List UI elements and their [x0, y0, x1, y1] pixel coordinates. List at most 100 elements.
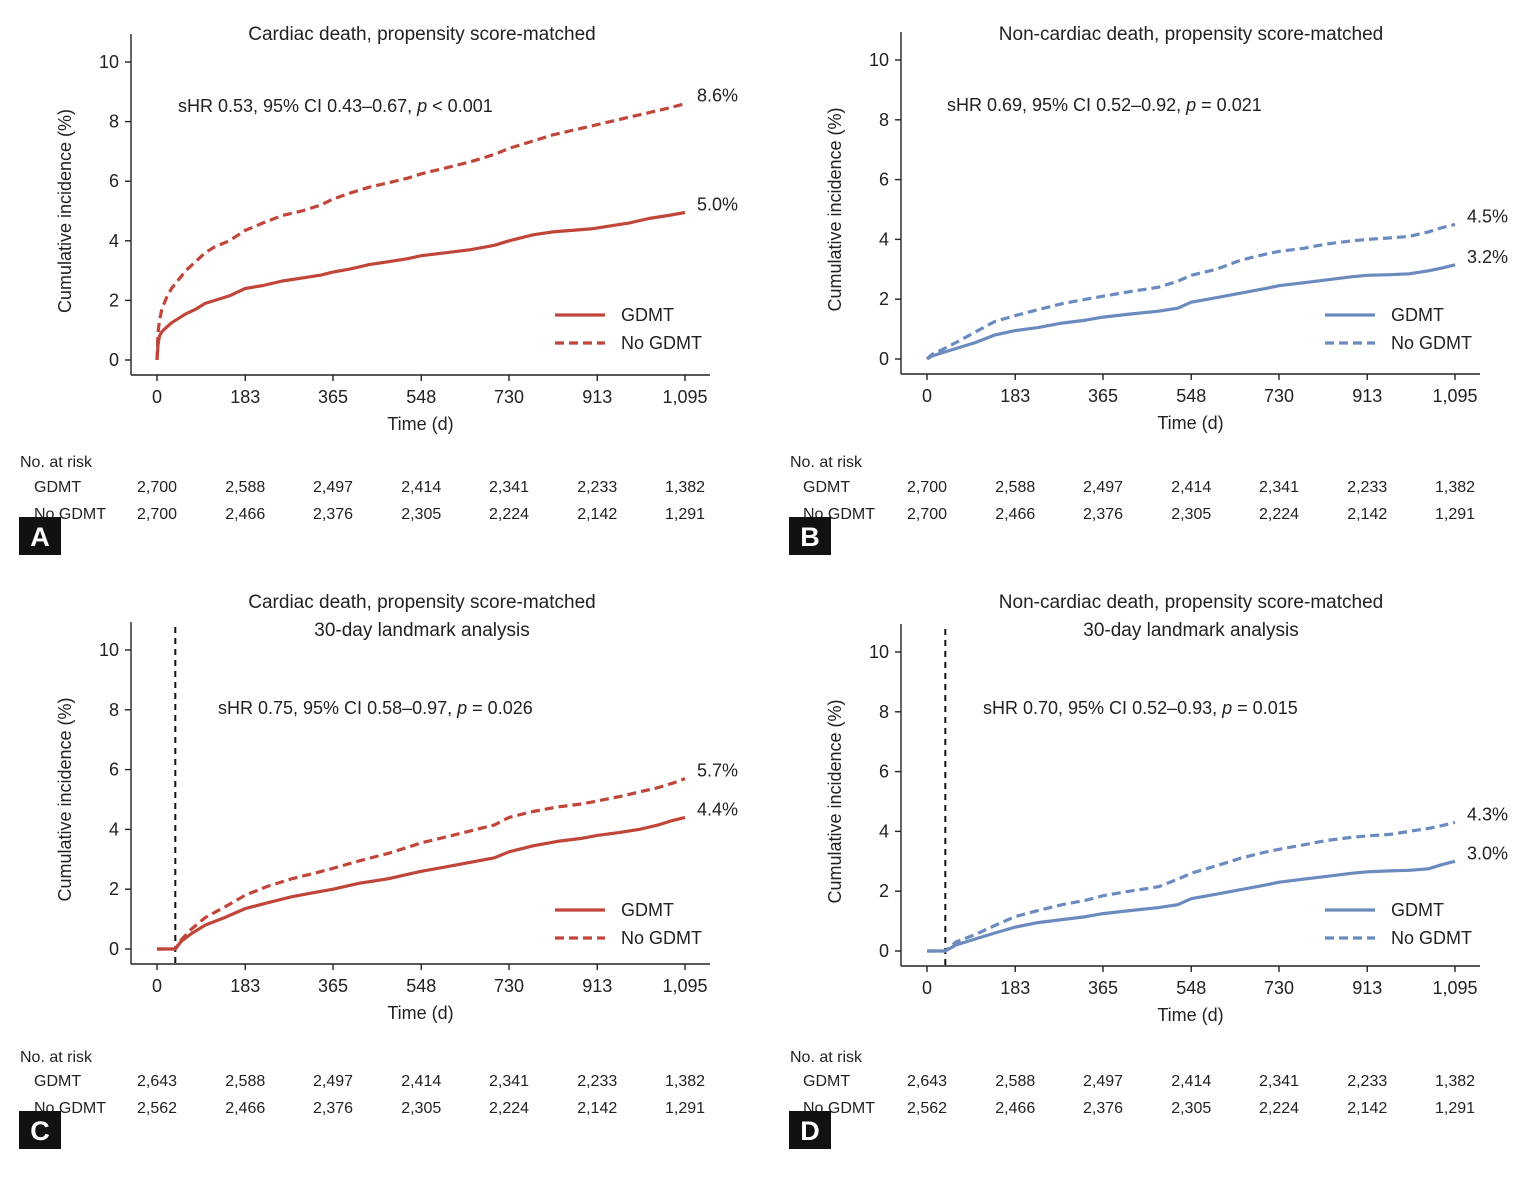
chart-subtitle: 30-day landmark analysis [314, 620, 529, 641]
at-risk-row-label: GDMT [803, 1073, 850, 1090]
series-line-gdmt [927, 859, 1456, 953]
panel-b: Non-cardiac death, propensity score-matc… [789, 24, 1508, 555]
chart-title: Cardiac death, propensity score-matched [248, 24, 595, 45]
at-risk-value: 2,142 [1347, 506, 1387, 523]
end-label: 4.3% [1467, 804, 1508, 824]
panel-letter: B [800, 522, 820, 552]
y-tick-label: 2 [879, 289, 889, 309]
x-tick-label: 913 [582, 976, 612, 996]
x-tick-label: 1,095 [1432, 386, 1477, 406]
x-tick-label: 730 [1264, 978, 1294, 998]
y-tick-label: 8 [879, 110, 889, 130]
x-tick-label: 183 [1000, 978, 1030, 998]
at-risk-value: 2,643 [907, 1073, 947, 1090]
y-axis-label: Cumulative incidence (%) [825, 699, 845, 903]
x-tick-label: 548 [406, 387, 436, 407]
at-risk-value: 1,382 [665, 479, 705, 496]
y-tick-label: 8 [109, 112, 119, 132]
series-line-no-gdmt [155, 102, 686, 361]
legend-label: No GDMT [1391, 928, 1472, 948]
x-tick-label: 183 [230, 387, 260, 407]
end-label: 4.4% [697, 799, 738, 819]
end-label: 5.7% [697, 761, 738, 781]
at-risk-value: 2,376 [1083, 506, 1123, 523]
y-tick-label: 10 [869, 50, 889, 70]
y-tick-label: 10 [99, 640, 119, 660]
at-risk-value: 2,142 [577, 1100, 617, 1117]
end-label: 3.2% [1467, 247, 1508, 267]
at-risk-value: 2,376 [313, 1100, 353, 1117]
panel-d: Non-cardiac death, propensity score-matc… [789, 592, 1508, 1149]
y-tick-label: 6 [879, 170, 889, 190]
x-tick-label: 548 [1176, 386, 1206, 406]
chart-title: Non-cardiac death, propensity score-matc… [999, 24, 1383, 45]
series-line-no-gdmt [927, 820, 1456, 953]
at-risk-value: 2,224 [1259, 1100, 1299, 1117]
x-tick-label: 0 [922, 978, 932, 998]
at-risk-value: 1,382 [1435, 1073, 1475, 1090]
y-tick-label: 0 [879, 941, 889, 961]
legend-label: GDMT [1391, 305, 1444, 325]
x-tick-label: 913 [582, 387, 612, 407]
y-tick-label: 2 [109, 290, 119, 310]
y-tick-label: 10 [99, 52, 119, 72]
panel-letter: C [30, 1116, 50, 1146]
series-line-gdmt [926, 263, 1456, 361]
x-tick-label: 548 [1176, 978, 1206, 998]
stat-annotation: sHR 0.69, 95% CI 0.52–0.92, p = 0.021 [947, 95, 1262, 115]
y-tick-label: 0 [109, 350, 119, 370]
y-tick-label: 6 [879, 762, 889, 782]
panel-badge [789, 1111, 831, 1149]
at-risk-value: 2,414 [1171, 479, 1211, 496]
y-tick-label: 8 [109, 700, 119, 720]
chart-title: Non-cardiac death, propensity score-matc… [999, 592, 1383, 613]
series-line-no-gdmt [157, 777, 686, 951]
y-tick-label: 6 [109, 171, 119, 191]
y-tick-label: 0 [879, 349, 889, 369]
x-axis-label: Time (d) [1157, 413, 1223, 433]
chart-subtitle: 30-day landmark analysis [1083, 620, 1298, 641]
at-risk-value: 2,588 [995, 1073, 1035, 1090]
at-risk-value: 2,588 [225, 1073, 265, 1090]
at-risk-value: 1,291 [1435, 1100, 1475, 1117]
x-tick-label: 0 [152, 387, 162, 407]
at-risk-value: 2,233 [1347, 479, 1387, 496]
legend-label: GDMT [621, 305, 674, 325]
at-risk-value: 2,562 [137, 1100, 177, 1117]
series-line-gdmt [155, 210, 686, 361]
at-risk-value: 2,305 [401, 1100, 441, 1117]
series-line-gdmt [157, 815, 686, 951]
legend-label: GDMT [1391, 900, 1444, 920]
panel-letter: D [800, 1116, 820, 1146]
x-axis-label: Time (d) [1157, 1005, 1223, 1025]
end-label: 4.5% [1467, 206, 1508, 226]
at-risk-value: 2,700 [907, 506, 947, 523]
at-risk-value: 2,224 [489, 1100, 529, 1117]
at-risk-value: 1,382 [665, 1073, 705, 1090]
legend-label: No GDMT [621, 333, 702, 353]
x-axis-label: Time (d) [387, 1003, 453, 1023]
at-risk-value: 2,341 [1259, 1073, 1299, 1090]
x-tick-label: 0 [922, 386, 932, 406]
x-tick-label: 913 [1352, 386, 1382, 406]
y-tick-label: 4 [109, 819, 119, 839]
at-risk-header: No. at risk [790, 1049, 863, 1066]
x-tick-label: 730 [1264, 386, 1294, 406]
at-risk-value: 1,291 [665, 506, 705, 523]
at-risk-value: 2,376 [313, 506, 353, 523]
at-risk-header: No. at risk [20, 454, 93, 471]
stat-annotation: sHR 0.53, 95% CI 0.43–0.67, p < 0.001 [178, 96, 493, 116]
x-axis-label: Time (d) [387, 414, 453, 434]
at-risk-row-label: GDMT [34, 479, 81, 496]
at-risk-value: 2,233 [577, 479, 617, 496]
at-risk-value: 2,643 [137, 1073, 177, 1090]
x-tick-label: 365 [318, 976, 348, 996]
at-risk-value: 2,305 [1171, 1100, 1211, 1117]
at-risk-value: 2,305 [1171, 506, 1211, 523]
at-risk-value: 2,700 [907, 479, 947, 496]
at-risk-value: 2,233 [577, 1073, 617, 1090]
legend-label: No GDMT [621, 928, 702, 948]
at-risk-value: 2,466 [995, 1100, 1035, 1117]
